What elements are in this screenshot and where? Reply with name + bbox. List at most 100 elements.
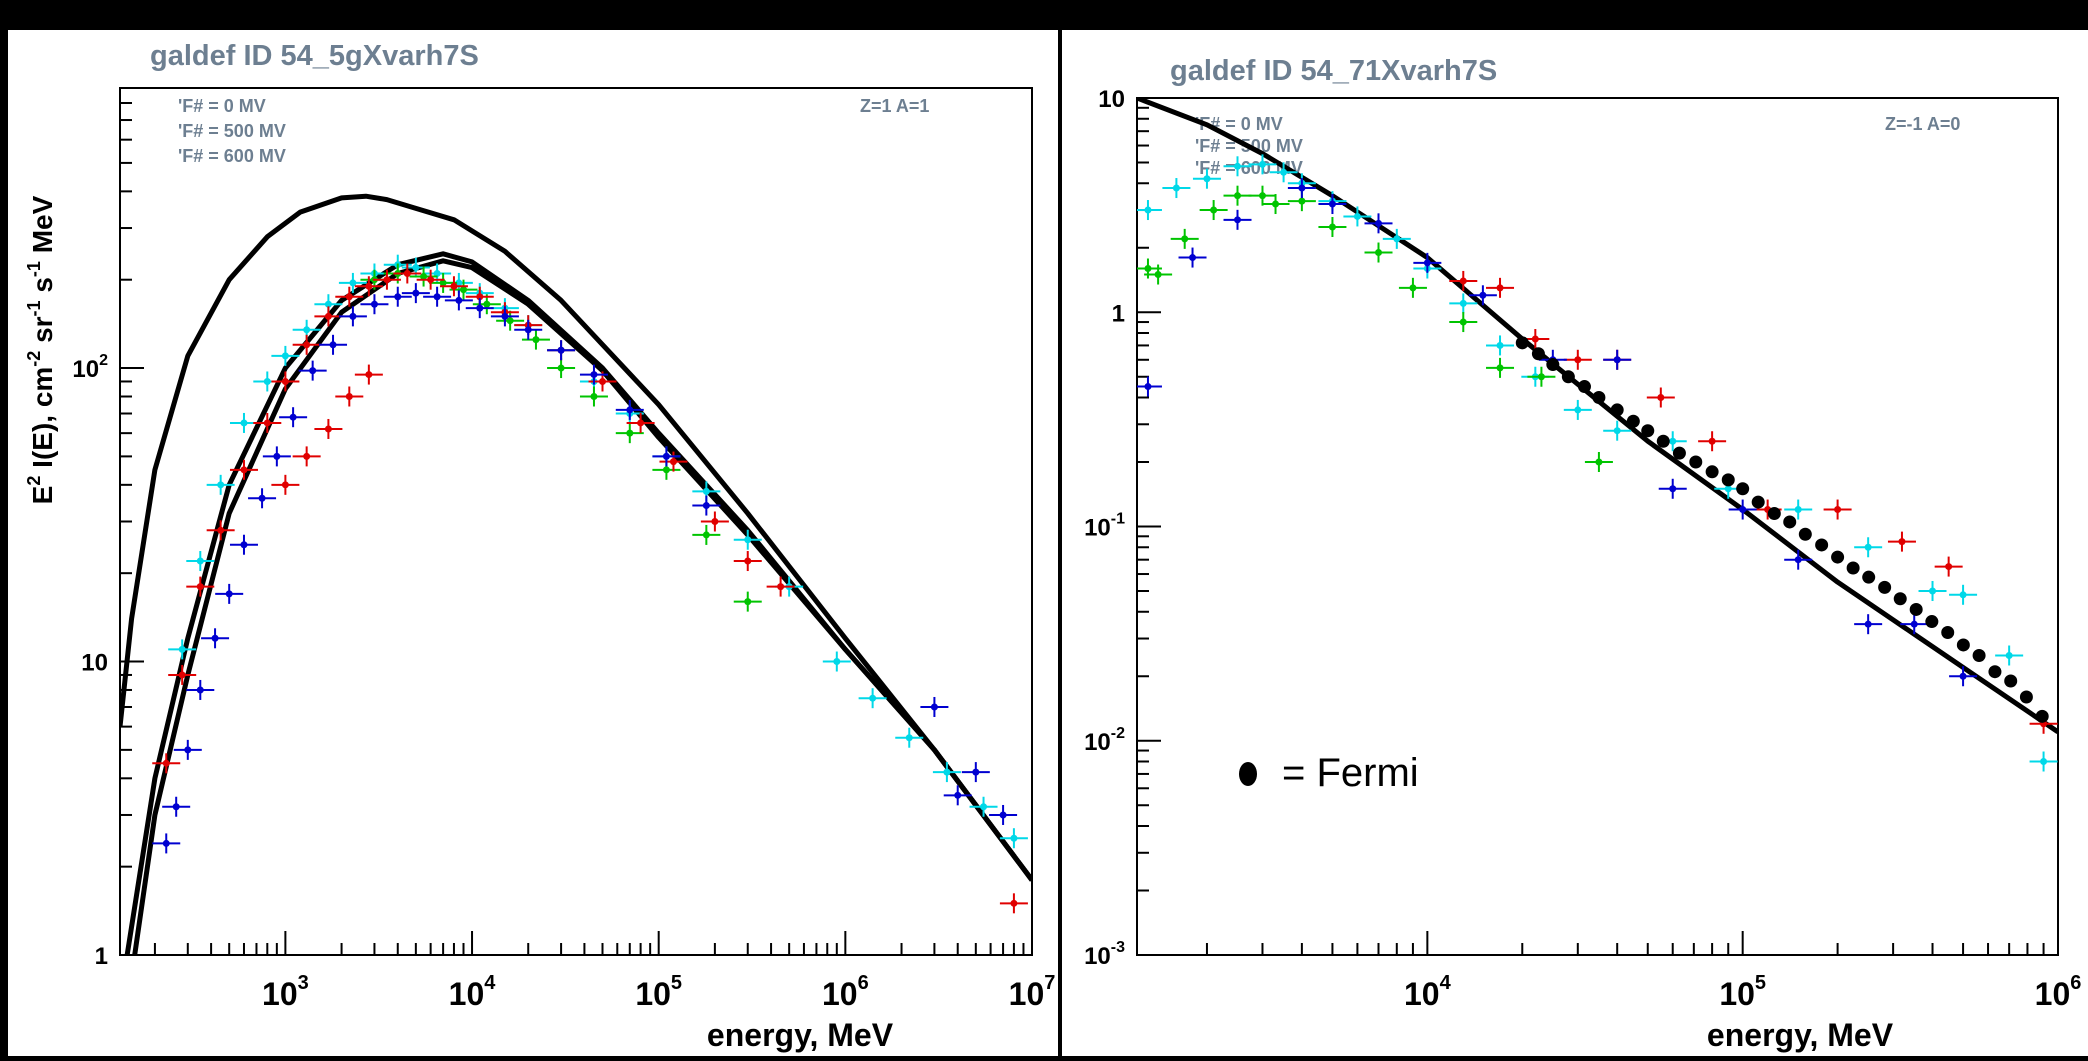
chart1-point	[433, 293, 441, 301]
chart2-point	[1959, 591, 1967, 599]
chart1-point	[501, 312, 509, 320]
chart1-point	[329, 341, 337, 349]
chart2-point	[2005, 651, 2013, 659]
chart2-series-fermi	[1515, 336, 2049, 723]
chart1-point	[349, 279, 357, 287]
chart1-point	[702, 487, 710, 495]
chart2-point	[1375, 219, 1383, 227]
chart1-point	[869, 694, 877, 702]
chart2-point	[1496, 364, 1504, 372]
chart2-point	[1144, 383, 1152, 391]
chart2-fermi-point	[1925, 615, 1939, 629]
chart2-point	[1574, 406, 1582, 414]
chart2-point	[1234, 162, 1242, 170]
chart1-x-tick-label: 105	[635, 972, 682, 1012]
chart2-point	[1459, 318, 1467, 326]
chart1-x-tick-label: 104	[449, 972, 497, 1012]
chart1-legend-entry-2: 'F# = 500 MV	[178, 121, 286, 141]
chart1-point	[412, 264, 420, 272]
chart2-point	[1144, 206, 1152, 214]
chart2-point	[1375, 249, 1383, 257]
chart1-point	[433, 269, 441, 277]
chart1-point	[427, 276, 435, 284]
chart2-fermi-point	[1610, 403, 1624, 417]
chart2-point	[1353, 212, 1361, 220]
chart2-y-tick-label: 10-3	[1084, 939, 1125, 970]
chart2-point	[1154, 271, 1162, 279]
chart1-point	[590, 371, 598, 379]
chart2-series-green	[1137, 185, 1613, 473]
chart2-fermi-point	[1767, 506, 1781, 520]
chart1-legend: 'F# = 0 MV 'F# = 500 MV 'F# = 600 MV	[178, 96, 286, 166]
chart1-series-red	[271, 364, 383, 495]
chart1-point	[972, 768, 980, 776]
chart2-fermi-point	[1561, 370, 1575, 384]
chart2-fermi-point	[1783, 515, 1797, 529]
chart2-fermi-point	[1815, 538, 1829, 552]
chart2-point	[1459, 277, 1467, 285]
chart1-point	[744, 536, 752, 544]
chart2-point	[1669, 437, 1677, 445]
chart1-point	[309, 367, 317, 375]
chart2-fermi-point	[1831, 550, 1845, 564]
chart1-point	[217, 481, 225, 489]
chart2-point	[1794, 556, 1802, 564]
chart1-point	[943, 768, 951, 776]
chart2-fermi-point	[1893, 592, 1907, 606]
chart1-point	[281, 352, 289, 360]
chart1-point	[905, 734, 913, 742]
chart1-point	[303, 452, 311, 460]
chart2-fermi-point	[2004, 674, 2018, 688]
chart2-point	[1423, 259, 1431, 267]
chart1-point	[345, 293, 353, 301]
chart2-point	[1724, 485, 1732, 493]
chart2-fermi-point	[1941, 626, 1955, 640]
chart1-point	[184, 746, 192, 754]
chart2-point	[1834, 506, 1842, 514]
chart1-point	[324, 312, 332, 320]
chart2-title: galdef ID 54_71Xvarh7S	[1170, 55, 1497, 87]
chart1-y-tick-label: 10	[81, 650, 108, 677]
chart2-fermi-point	[1672, 446, 1686, 460]
chart1-point	[281, 377, 289, 385]
chart2-point	[1910, 620, 1918, 628]
chart1-series-blue	[152, 283, 1018, 854]
chart2-y-tick-label: 1	[1112, 300, 1125, 327]
chart2-fermi-point	[1846, 561, 1860, 575]
chart1-point	[557, 346, 565, 354]
chart1-point	[557, 364, 565, 372]
chart1-y-tick-label: 1	[95, 943, 108, 970]
chart2-fermi-point	[1626, 414, 1640, 428]
chart2-point	[1234, 216, 1242, 224]
chart2-x-tick-label: 104	[1404, 972, 1452, 1012]
chart1-point	[403, 269, 411, 277]
chart2-y-tick-label: 10-2	[1084, 725, 1125, 756]
chart2-y-tick-label: 10	[1098, 86, 1125, 113]
chart2-fermi-point	[1515, 336, 1529, 350]
chart1-x-tick-label: 103	[262, 972, 309, 1012]
chart1-xlabel: energy, MeV	[707, 1017, 894, 1053]
chart2-fermi-point	[1592, 391, 1606, 405]
chart1-point	[162, 839, 170, 847]
chart2-point	[1595, 458, 1603, 466]
chart2-fermi-point	[2019, 690, 2033, 704]
chart2-fermi-point	[1577, 380, 1591, 394]
chart2-x-tick-label: 105	[1719, 972, 1766, 1012]
chart1-point	[225, 590, 233, 598]
chart1-point	[1010, 834, 1018, 842]
chart1-point	[999, 811, 1007, 819]
chart1-point	[455, 279, 463, 287]
chart2-fermi-point	[1656, 434, 1670, 448]
chart2-fermi-point	[1988, 665, 2002, 679]
chart1-point	[303, 341, 311, 349]
chart2-point	[1945, 563, 1953, 571]
chart1-plot-area: 103 104 105 106 107 1 10 102	[72, 87, 1055, 1012]
chart2-fermi-point	[1546, 358, 1560, 372]
chart2-point	[1234, 192, 1242, 200]
chart2-point	[1210, 206, 1218, 214]
chart2-point	[1496, 284, 1504, 292]
chart1-point	[439, 279, 447, 287]
chart2-annotation: Z=-1 A=0	[1885, 114, 1960, 134]
chart1-point	[394, 293, 402, 301]
chart2-point	[1537, 373, 1545, 381]
